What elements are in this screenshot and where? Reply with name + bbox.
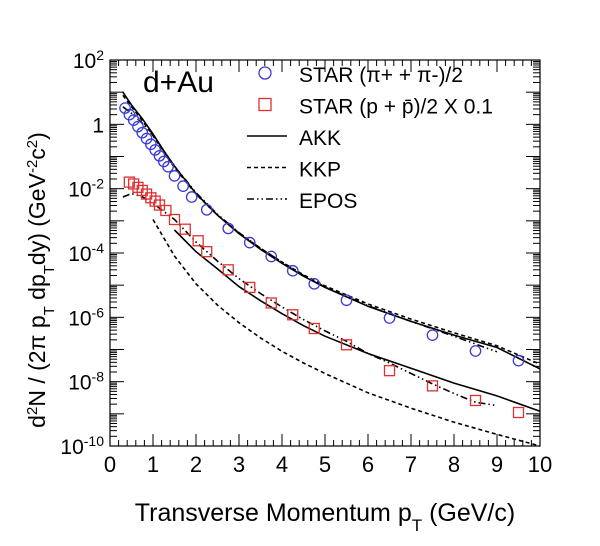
x-tick-label: 6 [362,452,374,477]
x-axis: 0 1 2 3 4 5 6 7 8 9 10 [104,60,552,477]
legend-label: KKP [299,159,341,182]
pion-data-point [162,160,174,173]
x-tick-label: 8 [448,452,460,477]
y-tick-label: 10-10 [60,433,104,459]
proton-data-point [469,394,482,407]
proton-data-point [145,192,157,204]
pion-data-point [168,170,181,182]
y-tick-label: 102 [73,47,104,73]
legend-label: STAR (p + p̄)/2 X 0.1 [299,96,493,119]
proton-data-point [222,264,234,276]
pion-data-point [132,120,144,133]
y-axis: 102 1 10-2 10-4 10-6 10-8 10-10 [60,47,540,459]
proton-data-point [201,246,213,258]
proton-data-point [192,235,204,247]
curves [122,91,541,447]
curve-epos [122,192,498,407]
curve-akk [173,229,541,413]
proton-data-point [426,380,439,392]
pion-data-point [127,114,140,126]
legend-symbol-circle [258,66,272,80]
pion-data-point [265,250,278,263]
x-tick-label: 7 [405,452,417,477]
pion-data-point [512,354,525,367]
proton-data-point [168,213,181,226]
x-tick-label: 4 [276,452,288,477]
pion-data-point [243,236,256,249]
proton-data-point [127,178,140,190]
legend-label: AKK [299,127,341,150]
proton-data-point [308,322,320,335]
x-tick-label: 10 [528,452,552,477]
y-tick-label: 10-2 [68,176,104,202]
pion-data-point [136,126,149,139]
x-tick-label: 1 [147,452,159,477]
proton-data-point [132,181,144,193]
pion-data-point [469,345,482,357]
curve-kkp [152,219,541,447]
proton-data-point [179,223,191,235]
pion-data-point [119,102,131,114]
curve-epos [122,106,498,353]
pion-data-point [177,180,189,192]
legend-label: EPOS [299,190,357,213]
proton-data-point [160,204,172,217]
proton-data-point [140,188,153,200]
proton-data-point [512,406,525,419]
annotation-label: d+Au [143,66,214,99]
legend: STAR (π+ + π-)/2 STAR (p + p̄)/2 X 0.1 AKK… [247,64,493,213]
x-tick-label: 5 [319,452,331,477]
x-tick-label: 2 [190,452,202,477]
proton-data-point [265,297,277,309]
x-tick-label: 0 [104,452,116,477]
proton-data-point [383,365,396,377]
x-tick-label: 3 [233,452,245,477]
pion-data-point [149,144,161,156]
proton-data-point [149,195,161,207]
proton-data-point [340,339,353,351]
x-tick-label: 9 [491,452,503,477]
pion-data-point [200,203,213,216]
proton-data-point [136,184,148,197]
curve-kkp [122,94,541,365]
pion-data-point [308,277,321,290]
markers [119,102,525,419]
y-tick-label: 10-6 [68,304,104,330]
legend-label: STAR (π+ + π-)/2 [299,64,463,87]
pion-data-point [426,329,439,341]
curve-akk [122,91,541,370]
y-tick-label: 10-4 [68,240,104,266]
proton-data-point [244,281,256,294]
pion-data-point [383,312,396,324]
y-tick-label: 1 [92,114,104,137]
proton-data-point [287,309,299,321]
pion-data-point [286,264,299,277]
pion-data-point [185,191,198,203]
pion-data-point [340,294,353,307]
legend-symbol-square [258,97,272,112]
y-tick-label: 10-8 [68,369,104,395]
pion-data-point [222,222,235,235]
